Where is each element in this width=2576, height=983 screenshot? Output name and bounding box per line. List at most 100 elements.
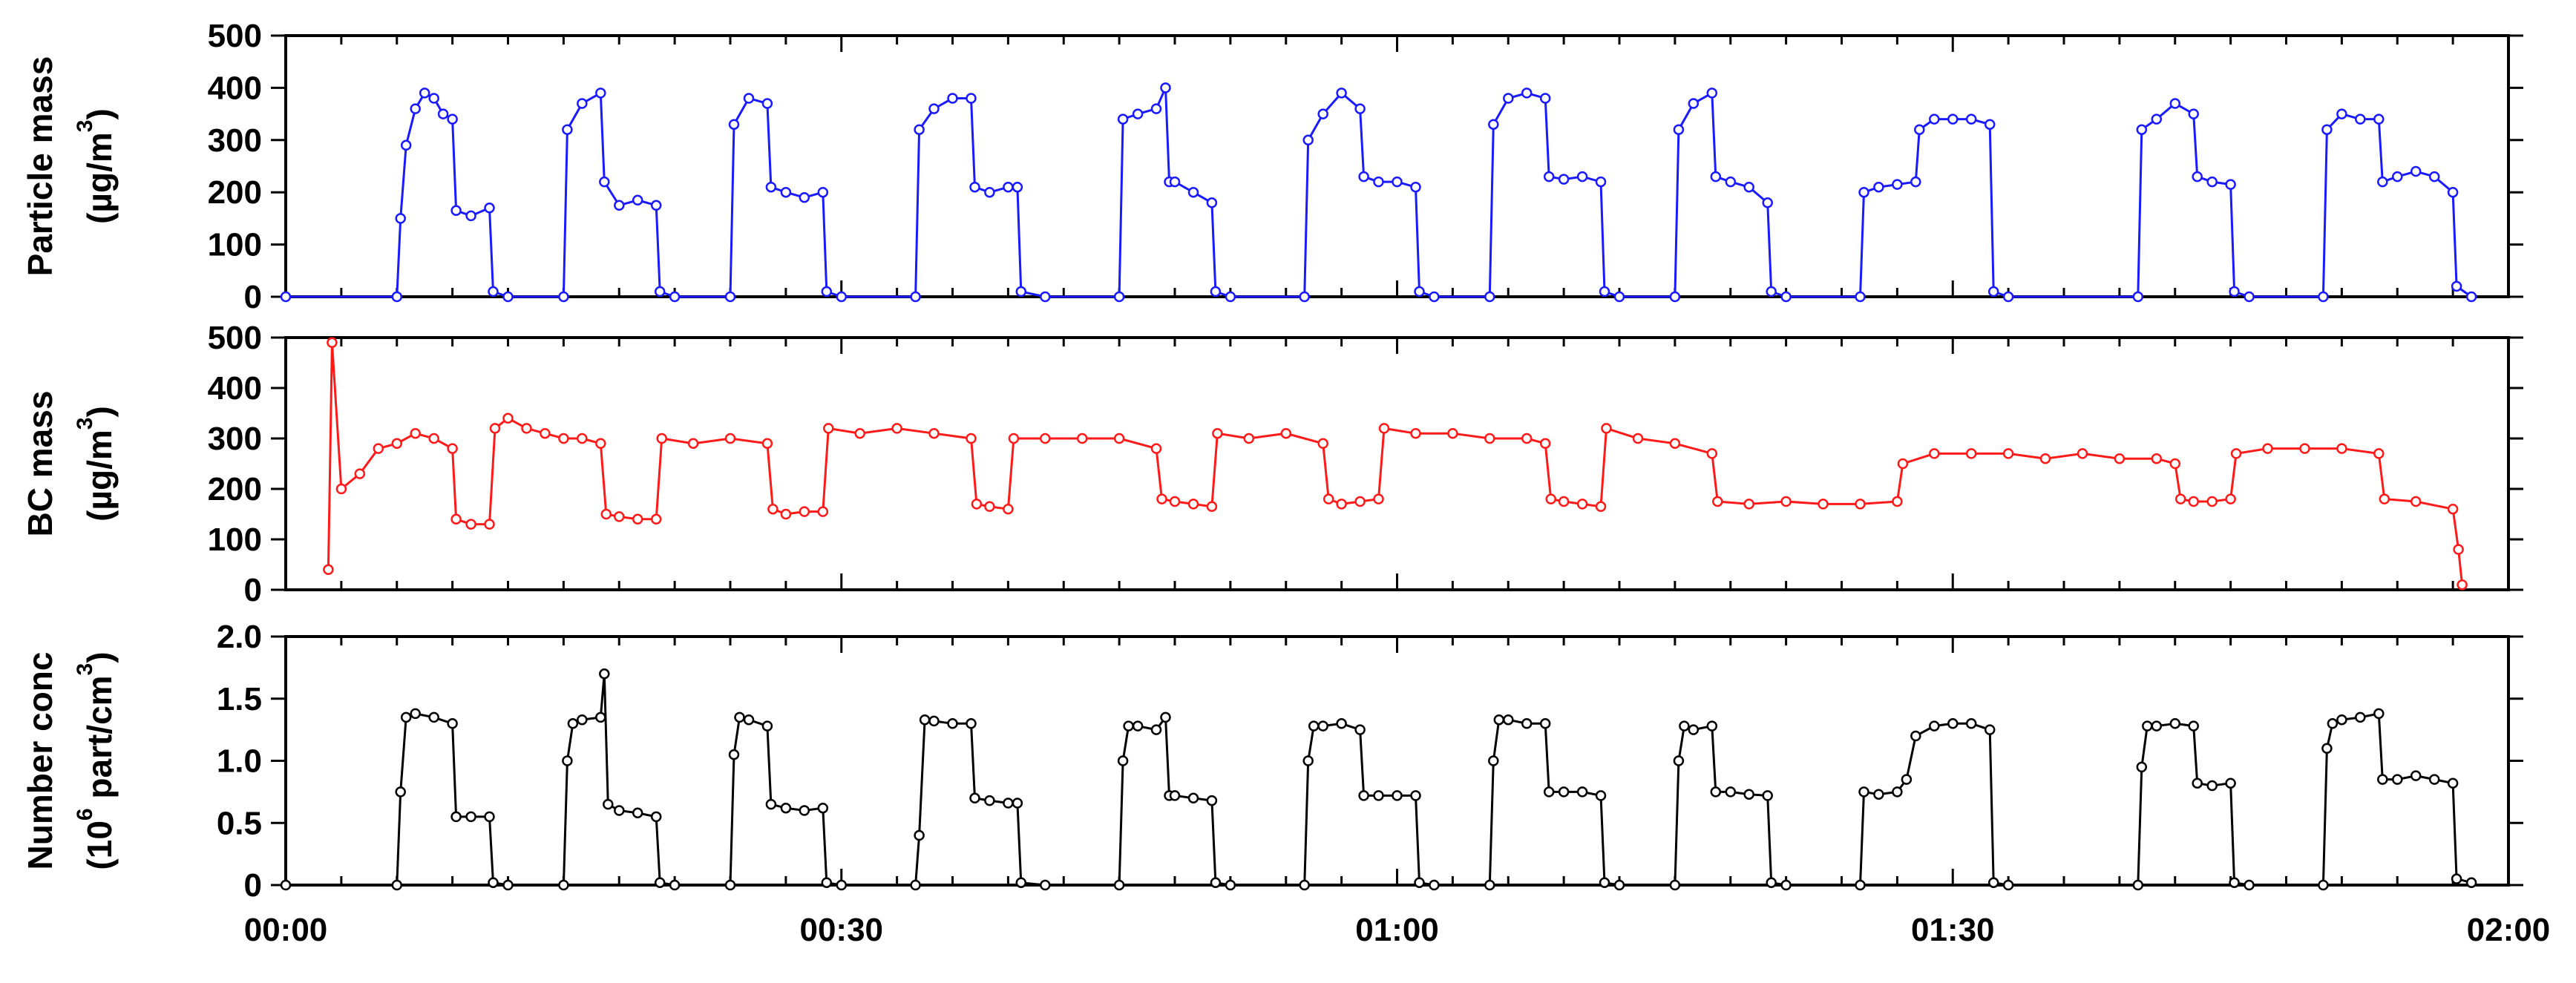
particle-data-point — [2151, 114, 2163, 125]
bc-data-point — [323, 564, 334, 576]
bc-data-point — [1206, 501, 1218, 513]
number-data-point — [1117, 755, 1129, 766]
number-data-point — [1599, 877, 1610, 888]
number-data-point — [1503, 714, 1514, 726]
bc-data-point — [1780, 496, 1792, 507]
bc-data-point — [1336, 499, 1347, 510]
bc-data-point — [854, 427, 865, 439]
particle-data-point — [1669, 291, 1681, 303]
bc-data-point — [1076, 433, 1088, 444]
y-axis-unit: (µg/m3) — [73, 406, 119, 522]
particle-data-point — [1225, 291, 1236, 303]
number-data-point — [1521, 718, 1533, 729]
y-tick-label: 400 — [208, 70, 262, 106]
particle-data-point — [558, 291, 569, 303]
particle-data-point — [1558, 174, 1570, 185]
bc-data-point — [1545, 493, 1556, 504]
number-data-point — [1302, 755, 1314, 766]
bc-data-point — [650, 513, 662, 525]
number-data-point — [2136, 761, 2148, 773]
particle-data-point — [817, 186, 829, 198]
number-data-point — [1965, 718, 1977, 729]
x-tick-label: 00:00 — [244, 912, 328, 948]
unit-superscript: 6 — [73, 808, 97, 821]
number-data-point — [599, 668, 610, 680]
number-data-point — [2377, 774, 2388, 785]
number-data-point — [280, 879, 292, 891]
bc-data-point — [447, 443, 458, 454]
particle-data-point — [1855, 291, 1866, 303]
particle-data-point — [1414, 286, 1425, 297]
bc-data-point — [2206, 496, 2218, 507]
bc-data-point — [577, 433, 588, 444]
particle-data-point — [488, 286, 499, 297]
particle-data-point — [280, 291, 292, 303]
time-x-axis: 00:00 00:30 01:00 01:30 02:00 — [244, 912, 2551, 948]
particle-data-point — [1299, 291, 1310, 303]
bc-data-point — [761, 438, 773, 450]
bc-data-point — [799, 506, 810, 517]
number-data-point — [1003, 798, 1014, 809]
bc-data-point — [327, 337, 338, 349]
number-data-point — [577, 714, 588, 726]
number-data-point — [465, 811, 476, 823]
particle-data-point — [821, 286, 833, 297]
bc-series-line — [327, 342, 2464, 585]
bc-data-point — [335, 483, 347, 495]
bc-data-point — [428, 433, 439, 444]
particle-data-point — [1302, 134, 1314, 146]
number-data-point — [984, 795, 995, 806]
number-data-point — [1743, 789, 1754, 800]
number-data-point — [1015, 877, 1027, 888]
particle-data-point — [2321, 124, 2333, 135]
number-data-point — [761, 720, 773, 732]
particle-data-point — [728, 119, 740, 130]
particle-data-point — [2002, 291, 2014, 303]
particle-data-point — [947, 93, 958, 104]
particle-data-point — [1766, 286, 1777, 297]
particle-data-point — [1743, 181, 1754, 193]
bc-data-point — [724, 433, 736, 444]
unit-text: ) — [80, 651, 119, 663]
number-data-point — [2225, 777, 2236, 789]
number-data-point — [2188, 720, 2199, 732]
number-data-point — [821, 877, 833, 888]
number-data-point — [1613, 879, 1625, 891]
number-data-point — [650, 811, 662, 823]
unit-superscript: 3 — [73, 418, 97, 430]
particle-data-point — [1984, 119, 1996, 130]
particle-data-point — [1521, 88, 1533, 99]
number-data-point — [2447, 777, 2459, 789]
bc-data-point — [656, 433, 667, 444]
bc-data-point — [600, 508, 612, 520]
y-tick-label: 0 — [244, 867, 262, 904]
number-data-point — [410, 708, 421, 720]
particle-data-point — [395, 213, 406, 224]
particle-data-point — [2192, 171, 2203, 183]
number-data-point — [2451, 873, 2462, 884]
particle-data-point — [2188, 108, 2199, 119]
number-data-point — [391, 879, 403, 891]
number-data-point — [2206, 780, 2218, 792]
number-data-point — [2318, 879, 2329, 891]
number-data-point — [969, 792, 980, 804]
particle-data-point — [1910, 176, 1921, 188]
bc-data-point — [1187, 499, 1199, 510]
bc-data-point — [1521, 433, 1533, 444]
particle-data-point — [1599, 286, 1610, 297]
particle-data-point — [1858, 186, 1869, 198]
particle-data-point — [1914, 124, 1925, 135]
particle-data-point — [1392, 176, 1403, 188]
number-data-point — [1929, 720, 1940, 732]
number-data-point — [765, 798, 777, 810]
particle-data-point — [1484, 291, 1495, 303]
unit-superscript: 3 — [73, 663, 97, 676]
number-data-point — [2244, 879, 2255, 891]
y-tick-label: 100 — [208, 227, 262, 263]
number-conc-panel: 0 0.5 1.0 1.5 2.0 Number conc (106 part/cm3) — [21, 619, 2523, 904]
number-data-point — [1410, 790, 1421, 801]
bc-data-point — [450, 513, 462, 525]
particle-data-point — [1947, 114, 1959, 125]
bc-data-point — [1669, 438, 1681, 450]
number-data-point — [1187, 792, 1199, 804]
